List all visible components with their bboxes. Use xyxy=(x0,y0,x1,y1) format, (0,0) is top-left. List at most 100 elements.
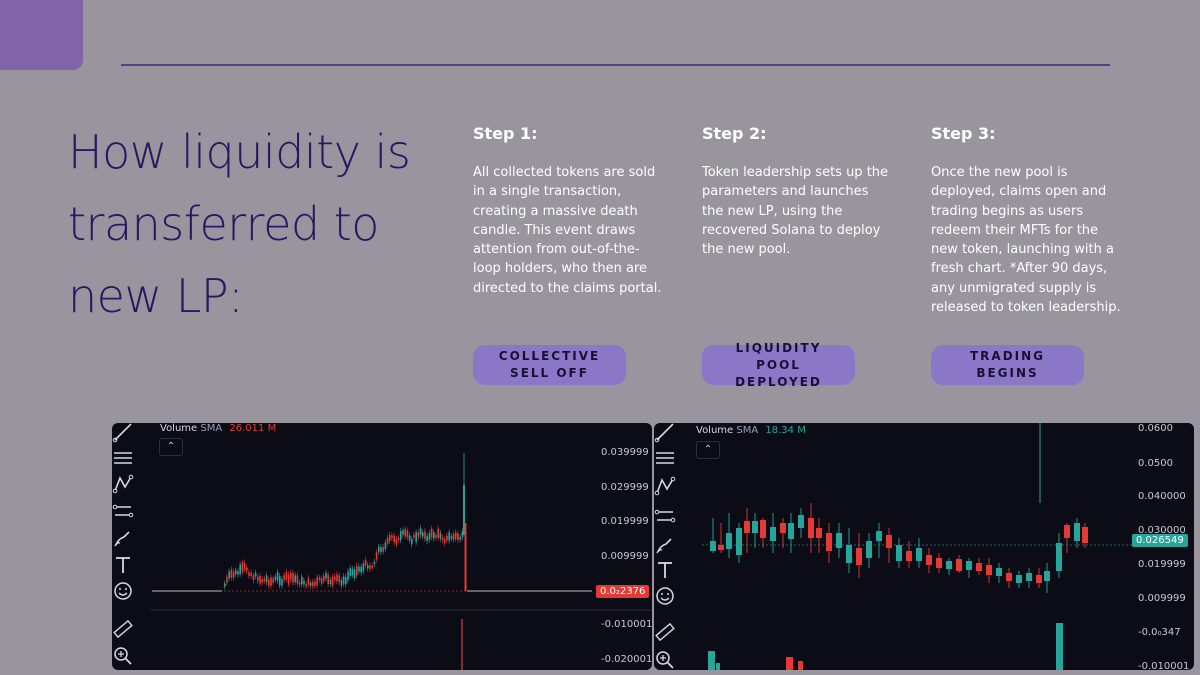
price-axis-tick: -0.010001 xyxy=(601,619,652,630)
candle xyxy=(305,584,307,587)
brush-icon[interactable] xyxy=(654,534,676,556)
candle xyxy=(226,576,228,583)
zoom-icon[interactable] xyxy=(654,649,676,670)
emoji-icon[interactable] xyxy=(112,580,134,602)
price-axis-tick: 0.029999 xyxy=(601,482,649,493)
candle xyxy=(856,548,862,565)
candle xyxy=(437,528,439,538)
candle xyxy=(285,572,288,580)
candle xyxy=(336,574,338,582)
liquidity-pool-deployed-button[interactable]: LIQUIDITY POOL DEPLOYED xyxy=(702,341,855,389)
candle xyxy=(259,575,261,584)
candle xyxy=(241,562,244,573)
price-axis-tick: 0.009999 xyxy=(1138,593,1186,604)
candle xyxy=(320,578,323,584)
candle xyxy=(254,572,257,577)
horizontal-lines-icon[interactable] xyxy=(654,447,676,469)
candle xyxy=(946,561,952,569)
candle xyxy=(752,521,758,533)
zoom-icon[interactable] xyxy=(112,645,134,667)
candle xyxy=(265,575,268,583)
price-axis-tick: 0.0500 xyxy=(1138,458,1173,469)
candle xyxy=(886,535,892,548)
ruler-icon[interactable] xyxy=(112,618,134,640)
candle xyxy=(342,576,345,584)
pattern-icon[interactable] xyxy=(112,473,134,495)
step-1: Step 1: All collected tokens are sold in… xyxy=(473,124,663,298)
candle xyxy=(349,568,351,576)
candle xyxy=(257,576,259,581)
candle xyxy=(263,578,266,582)
price-axis-tick: -0.010001 xyxy=(1138,661,1190,670)
trend-line-icon[interactable] xyxy=(112,423,134,443)
candle xyxy=(1036,575,1042,583)
candle xyxy=(375,552,378,560)
candle xyxy=(404,528,406,537)
text-icon[interactable] xyxy=(112,554,134,576)
horizontal-lines-icon[interactable] xyxy=(112,447,134,469)
candle xyxy=(411,538,413,545)
candle xyxy=(235,570,237,574)
emoji-icon[interactable] xyxy=(654,585,676,607)
step-2-title: Step 2: xyxy=(702,124,767,143)
pattern-icon[interactable] xyxy=(654,475,676,497)
candle xyxy=(243,562,246,570)
ruler-icon[interactable] xyxy=(654,621,676,643)
drawing-toolbar xyxy=(654,423,692,670)
trading-begins-button[interactable]: TRADING BEGINS xyxy=(931,345,1084,385)
candle xyxy=(309,582,312,586)
candle xyxy=(780,523,786,533)
candle xyxy=(1064,525,1070,538)
candle xyxy=(272,578,274,583)
candle xyxy=(798,515,804,528)
chevron-up-icon[interactable]: ⌃ xyxy=(696,441,720,459)
candle xyxy=(364,559,367,566)
candle xyxy=(452,534,455,541)
candle xyxy=(1044,571,1050,581)
candle xyxy=(325,572,327,579)
candle xyxy=(307,578,310,585)
volume-indicator-label: Volume SMA 18.34 M xyxy=(696,425,806,436)
candle xyxy=(261,578,263,583)
candle xyxy=(744,521,750,533)
candle xyxy=(906,551,912,561)
volume-bar xyxy=(786,657,793,670)
volume-indicator-label: Volume SMA 26.011 M xyxy=(160,423,276,434)
candle xyxy=(966,561,972,570)
death-candle xyxy=(464,523,467,591)
candle xyxy=(281,579,283,586)
page-title: How liquidity is transferred to new LP: xyxy=(68,125,411,323)
price-axis-tick: 0.040000 xyxy=(1138,491,1186,502)
candle xyxy=(230,569,233,578)
text-icon[interactable] xyxy=(654,559,676,581)
candle xyxy=(312,581,314,587)
price-axis-tick: 0.019999 xyxy=(601,516,649,527)
candle xyxy=(413,534,415,538)
brush-icon[interactable] xyxy=(112,527,134,549)
fib-icon[interactable] xyxy=(112,500,134,522)
step-3-title: Step 3: xyxy=(931,124,996,143)
volume-bar xyxy=(798,661,803,670)
candle xyxy=(400,531,402,540)
candle xyxy=(455,532,457,539)
candle xyxy=(1074,523,1080,541)
candle xyxy=(389,534,391,541)
candle xyxy=(926,555,932,565)
right-price-chart[interactable]: Volume SMA 18.34 M ⌃ 0.0600 0.0500 0.04000… xyxy=(654,423,1194,670)
candle xyxy=(279,576,281,586)
collective-sell-off-button[interactable]: COLLECTIVE SELL OFF xyxy=(473,345,626,385)
right-candlestick-plot xyxy=(702,423,1132,670)
trend-line-icon[interactable] xyxy=(654,423,676,443)
sma-label: SMA xyxy=(200,423,223,434)
header-divider xyxy=(121,64,1110,66)
left-price-chart[interactable]: Volume SMA 26.011 M ⌃ 0.039999 0.029999 0.… xyxy=(112,423,652,670)
candle xyxy=(448,532,450,541)
fib-icon[interactable] xyxy=(654,505,676,527)
price-axis-tick: -0.0₀347 xyxy=(1138,627,1181,638)
candle xyxy=(808,518,814,538)
candle xyxy=(351,568,354,576)
step-3-description: Once the new pool is deployed, claims op… xyxy=(931,165,1121,316)
chevron-up-icon[interactable]: ⌃ xyxy=(159,438,183,456)
candle xyxy=(760,520,766,538)
candle xyxy=(896,545,902,561)
